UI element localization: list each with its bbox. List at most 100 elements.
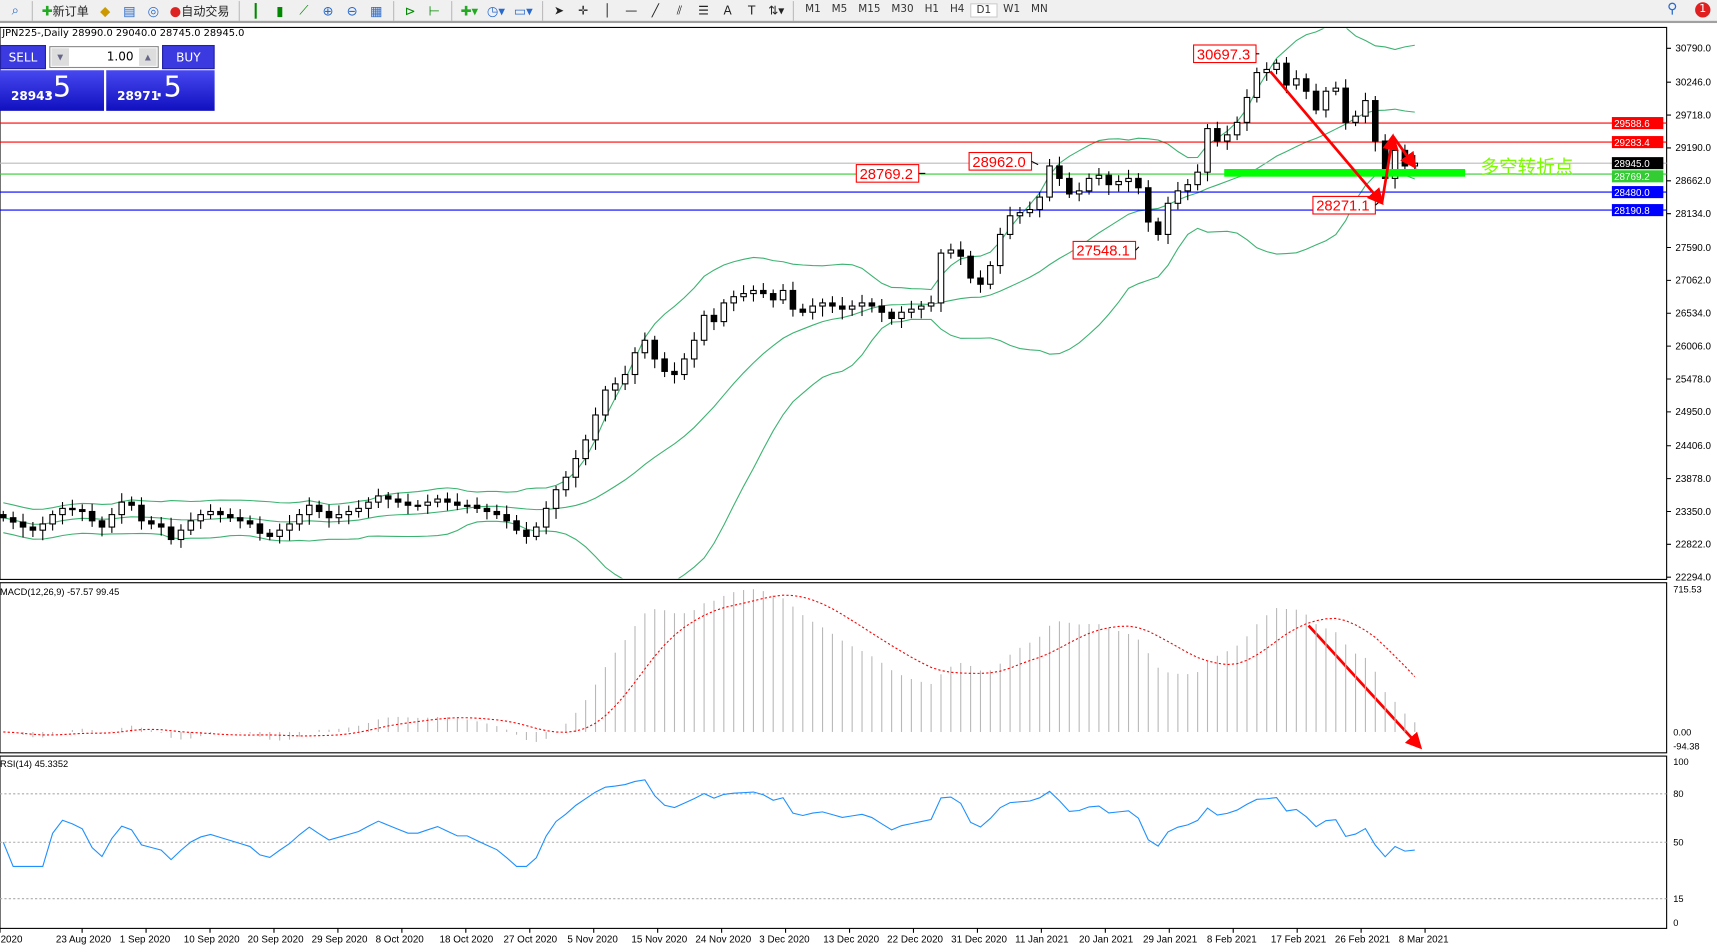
lot-increase-button[interactable]: ▲ xyxy=(139,48,157,66)
notification-badge[interactable]: 1 xyxy=(1695,1,1711,18)
bid-price[interactable]: 28943.5 xyxy=(0,70,105,111)
price-tick-label: 26006.0 xyxy=(1675,341,1711,352)
timeframe-d1[interactable]: D1 xyxy=(969,3,998,18)
equidistant-channel-icon[interactable]: ⫽ xyxy=(676,2,683,18)
fibonacci-icon[interactable]: ☰ xyxy=(698,3,709,18)
price-label-bg xyxy=(1611,186,1664,199)
bear-candle xyxy=(29,526,37,531)
bull-candle xyxy=(562,476,570,491)
price-label-bg xyxy=(1611,117,1664,130)
text-icon[interactable]: A xyxy=(723,3,732,18)
annotation-label: 28769.2 xyxy=(860,167,913,183)
bull-candle xyxy=(779,289,787,301)
price-label-bg xyxy=(1611,170,1664,183)
timeframe-m5[interactable]: M5 xyxy=(831,3,848,16)
bull-candle xyxy=(641,339,649,354)
date-tick-label: 10 Sep 2020 xyxy=(184,935,240,946)
bull-candle xyxy=(690,339,698,360)
auto-trading-button[interactable]: ● 自动交易 xyxy=(167,0,233,21)
cursor-icon[interactable]: ➤ xyxy=(553,3,565,18)
search-icon[interactable]: ⚲ xyxy=(1667,1,1678,18)
price-tick-label: 29718.0 xyxy=(1675,110,1711,121)
bull-candle xyxy=(1253,72,1261,99)
sell-button[interactable]: SELL xyxy=(0,44,46,70)
bull-candle xyxy=(286,523,293,531)
price-tick-label: 23878.0 xyxy=(1675,474,1711,485)
pivot-text: 多空转折点 xyxy=(1480,156,1573,177)
zoom-window-icon[interactable]: ⌕ xyxy=(11,2,20,18)
date-tick-label: 27 Oct 2020 xyxy=(503,935,557,946)
bull-candle xyxy=(1362,100,1369,117)
pivot-zone-bar xyxy=(1224,168,1466,177)
bar-chart-icon[interactable]: ┃ xyxy=(251,2,260,19)
divider xyxy=(793,0,795,21)
horizontal-line-icon[interactable]: — xyxy=(625,3,638,18)
tile-windows-icon[interactable]: ▦ xyxy=(369,2,383,19)
annotation-box xyxy=(968,151,1033,171)
periods-icon[interactable]: ◷▾ xyxy=(486,2,505,19)
zoom-in-icon[interactable]: ⊕ xyxy=(322,2,334,19)
lot-decrease-button[interactable]: ▼ xyxy=(51,48,69,66)
signals-icon[interactable]: ◎ xyxy=(147,2,160,19)
arrows-icon[interactable]: ⇅▾ xyxy=(768,3,785,18)
date-tick-label: 23 Aug 2020 xyxy=(56,935,112,946)
templates-icon[interactable]: ▭▾ xyxy=(513,2,533,19)
bull-candle xyxy=(582,439,589,460)
bull-candle xyxy=(809,305,816,313)
bull-candle xyxy=(1085,177,1093,192)
price-label-bg xyxy=(1611,204,1664,217)
text-label-icon[interactable]: T xyxy=(748,3,756,18)
bull-candle xyxy=(1115,180,1122,186)
timeframe-w1[interactable]: W1 xyxy=(1003,3,1021,16)
bear-candle xyxy=(829,302,836,307)
bull-candle xyxy=(424,501,432,506)
bull-candle xyxy=(1243,96,1251,123)
bid-price-pip: .5 xyxy=(44,71,72,105)
indicators-icon[interactable]: ✚▾ xyxy=(460,2,479,19)
bull-candle xyxy=(197,514,204,522)
timeframe-m30[interactable]: M30 xyxy=(891,3,914,16)
bull-candle xyxy=(533,526,540,537)
annotation-box xyxy=(855,164,920,183)
new-order-button[interactable]: ✚ 新订单 xyxy=(38,0,92,21)
bull-candle xyxy=(927,302,935,307)
chart-shift-icon[interactable]: ⊢ xyxy=(428,2,440,19)
bear-candle xyxy=(167,526,175,541)
navigator-icon[interactable]: ▤ xyxy=(123,2,136,19)
price-label: 28190.8 xyxy=(1614,206,1650,217)
ask-price[interactable]: 28971.5 xyxy=(106,70,215,111)
bull-candle xyxy=(345,510,353,516)
metaeditor-icon[interactable]: ◆ xyxy=(100,2,111,19)
zoom-out-icon[interactable]: ⊖ xyxy=(346,2,358,19)
price-tick-label: 22294.0 xyxy=(1675,573,1711,584)
annotation-label: 28962.0 xyxy=(972,155,1025,171)
bull-candle xyxy=(1204,128,1211,173)
bull-candle xyxy=(898,311,905,320)
timeframe-h4[interactable]: H4 xyxy=(949,3,965,16)
timeframe-h1[interactable]: H1 xyxy=(924,3,940,16)
lot-size-input[interactable]: 1.00 xyxy=(49,46,159,69)
vertical-line-icon[interactable]: │ xyxy=(603,3,611,18)
bull-candle xyxy=(730,296,737,304)
bear-candle xyxy=(977,277,984,285)
candlestick-icon[interactable]: ▮ xyxy=(276,2,284,19)
bull-candle xyxy=(59,507,66,516)
auto-scroll-icon[interactable]: ⊳ xyxy=(404,2,416,19)
bear-candle xyxy=(128,501,135,506)
bull-candle xyxy=(592,414,599,441)
bull-candle xyxy=(848,305,856,310)
buy-button[interactable]: BUY xyxy=(162,44,215,70)
timeframe-mn[interactable]: MN xyxy=(1031,3,1048,16)
crosshair-icon[interactable]: ✛ xyxy=(578,3,589,18)
bull-candle xyxy=(355,507,362,513)
price-label: 28480.0 xyxy=(1614,188,1650,199)
date-tick-label: 26 Feb 2021 xyxy=(1335,935,1390,946)
price-chart[interactable]: 30790.0 30246.0 29718.0 29190.0 28662.0 28134… xyxy=(0,24,1717,946)
line-chart-icon[interactable]: ⟋ xyxy=(299,2,309,18)
bull-candle xyxy=(1194,171,1201,186)
trendline-icon[interactable]: ╱ xyxy=(651,3,660,18)
timeframe-m1[interactable]: M1 xyxy=(805,3,821,16)
bear-candle xyxy=(1144,187,1152,223)
bear-candle xyxy=(246,520,254,525)
timeframe-m15[interactable]: M15 xyxy=(858,3,881,16)
